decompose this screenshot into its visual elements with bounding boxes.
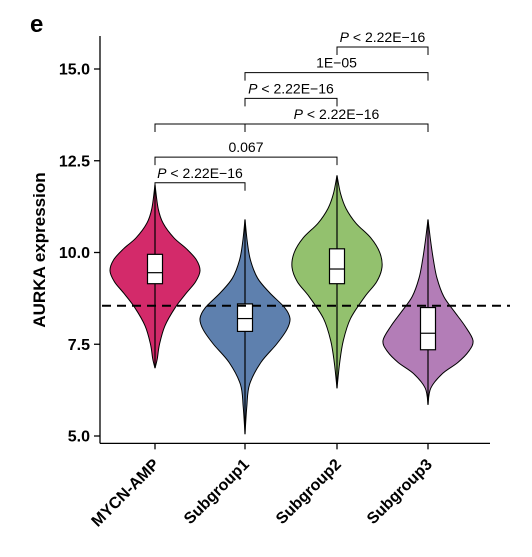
plot-area: 5.0 7.5 10.0 12.5 15.0 MYCN-AMP Subgroup1 Subgr… xyxy=(59,29,510,530)
comparison-bracket xyxy=(244,123,429,133)
p-value-label: P < 2.22E−16 xyxy=(340,29,426,45)
p-value-text: 0.067 xyxy=(228,139,263,155)
p-symbol: P xyxy=(157,165,167,181)
p-value-text: < 2.22E−16 xyxy=(303,106,380,122)
x-tick-label: Subgroup2 xyxy=(273,456,345,528)
y-tick-label: 15.0 xyxy=(59,62,90,79)
y-axis-title: AURKA expression xyxy=(30,172,49,327)
y-tick-label: 10.0 xyxy=(59,245,90,262)
comparison-bracket xyxy=(154,156,338,166)
comparison-bracket xyxy=(244,72,429,81)
panel-label: e xyxy=(30,11,43,38)
comparison-bracket xyxy=(244,97,338,107)
iqr-box xyxy=(419,306,437,351)
p-symbol: P xyxy=(294,106,304,122)
p-value-text: < 2.22E−16 xyxy=(349,29,426,45)
x-tick-label: Subgroup3 xyxy=(364,456,436,528)
p-value-label: 0.067 xyxy=(228,139,263,155)
p-value-label: P < 2.22E−16 xyxy=(294,106,380,122)
p-symbol: P xyxy=(340,29,350,45)
x-tick-label: MYCN-AMP xyxy=(89,456,163,530)
p-value-text: 1E−05 xyxy=(316,55,357,71)
iqr-box xyxy=(328,248,346,285)
y-tick-label: 12.5 xyxy=(59,153,90,170)
iqr-box xyxy=(146,253,164,285)
y-tick-label: 5.0 xyxy=(68,429,90,446)
comparison-bracket xyxy=(336,46,429,55)
p-symbol: P xyxy=(248,80,258,96)
comparison-bracket xyxy=(154,182,246,191)
y-tick-label: 7.5 xyxy=(68,337,90,354)
x-tick-label: Subgroup1 xyxy=(181,456,253,528)
p-value-text: < 2.22E−16 xyxy=(258,80,335,96)
p-value-label: P < 2.22E−16 xyxy=(248,80,334,96)
p-value-label: 1E−05 xyxy=(316,55,357,71)
iqr-box xyxy=(236,303,254,333)
comparison-bracket xyxy=(154,123,429,133)
p-value-text: < 2.22E−16 xyxy=(167,165,244,181)
p-value-label: P < 2.22E−16 xyxy=(157,165,243,181)
